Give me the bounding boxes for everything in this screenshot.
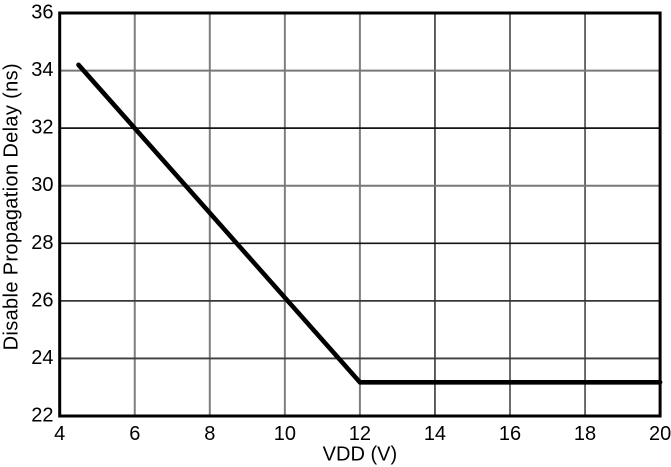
svg-text:28: 28 bbox=[31, 232, 53, 254]
svg-text:34: 34 bbox=[31, 59, 53, 81]
svg-text:36: 36 bbox=[31, 2, 53, 24]
svg-text:14: 14 bbox=[424, 423, 446, 445]
svg-text:6: 6 bbox=[129, 423, 140, 445]
svg-text:18: 18 bbox=[574, 423, 596, 445]
svg-text:20: 20 bbox=[649, 423, 671, 445]
svg-text:30: 30 bbox=[31, 174, 53, 196]
svg-text:Disable Propagation Delay (ns): Disable Propagation Delay (ns) bbox=[1, 63, 23, 350]
svg-text:22: 22 bbox=[31, 405, 53, 427]
svg-text:24: 24 bbox=[31, 347, 53, 369]
svg-text:12: 12 bbox=[349, 423, 371, 445]
svg-text:10: 10 bbox=[274, 423, 296, 445]
svg-text:32: 32 bbox=[31, 117, 53, 139]
svg-text:8: 8 bbox=[204, 423, 215, 445]
svg-text:VDD (V): VDD (V) bbox=[323, 444, 397, 466]
svg-text:26: 26 bbox=[31, 289, 53, 311]
svg-text:16: 16 bbox=[499, 423, 521, 445]
svg-text:4: 4 bbox=[54, 423, 65, 445]
